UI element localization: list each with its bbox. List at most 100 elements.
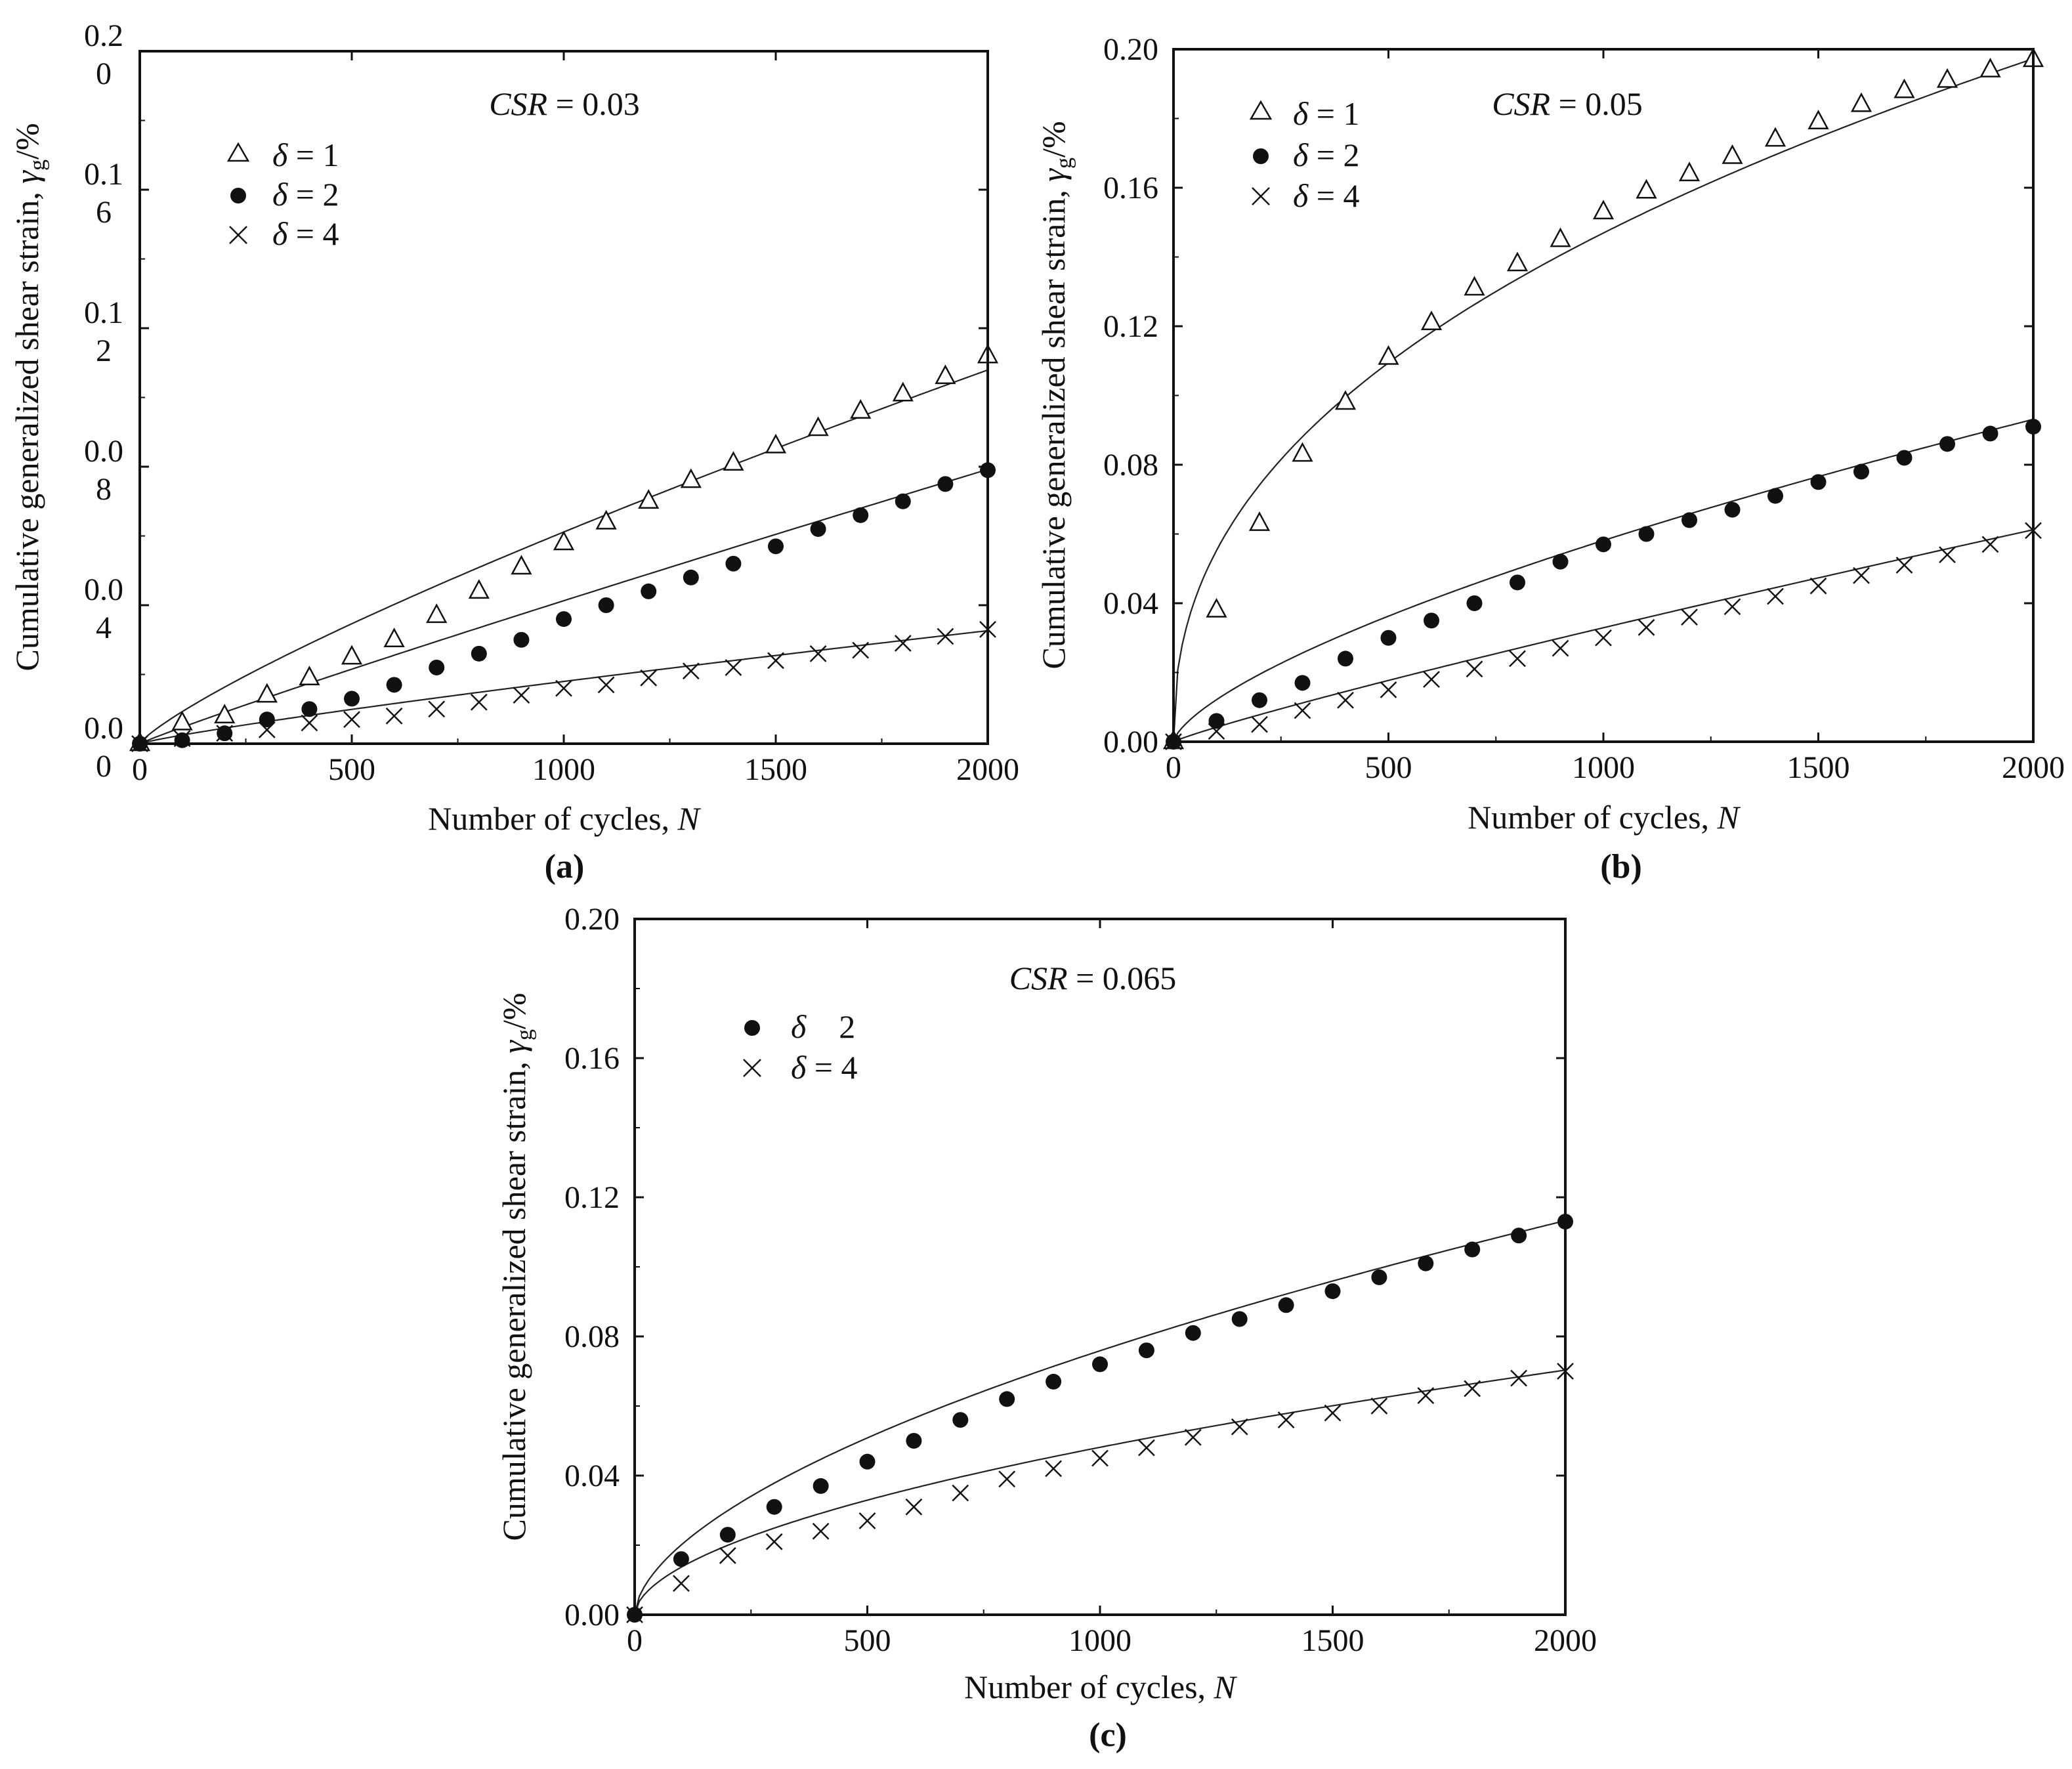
panel-b-series-1-point — [1636, 179, 1657, 199]
panel-b-series-2-point — [1424, 612, 1439, 629]
panel-b-series-1-point — [1936, 68, 1958, 88]
panel-b-series-2-point — [1208, 713, 1225, 729]
panel-b-series-2-point — [1466, 595, 1483, 611]
panel-a-series-2-point — [429, 659, 445, 675]
panel-b-series-3-point — [1809, 577, 1827, 595]
panel-c-fit-line-1 — [633, 1220, 1566, 1615]
panel-c-series-2-point — [858, 1512, 876, 1529]
panel-b-fit-line-1 — [1172, 58, 2034, 742]
panel-b-series-1-point — [1592, 200, 1615, 220]
panel-b-series-2-point — [1939, 436, 1955, 452]
panel-a-series-3-point — [301, 714, 318, 732]
panel-c-legend-marker-cross — [743, 1059, 761, 1077]
panel-c-series-1-point — [1371, 1269, 1387, 1285]
panel-b-series-3-point — [1208, 723, 1225, 740]
panel-a-series-2-point — [937, 476, 954, 492]
panel-b-y-tick-label: 0.12 — [1103, 309, 1158, 344]
panel-c-series-2-point — [905, 1498, 923, 1516]
panel-c-legend-label-1: δ 2 — [791, 1008, 855, 1045]
panel-c-series-2-point — [998, 1470, 1016, 1488]
panel-a-markers — [129, 343, 999, 752]
panel-b-series-2-point — [1724, 501, 1741, 518]
panel-a-y-tick-label-cont: 4 — [96, 610, 112, 645]
panel-c-y-tick-label: 0.00 — [564, 1598, 620, 1632]
panel-c-series-1-point — [1231, 1311, 1248, 1327]
panel-a-series-1-point — [723, 451, 744, 471]
panel-a-series-3-point — [640, 669, 658, 687]
panel-a-series-1-point — [850, 398, 872, 419]
panel-a-series-2-point — [768, 538, 784, 555]
panel-b-series-1-point — [1292, 442, 1313, 462]
panel-a-series-3-point — [385, 707, 403, 725]
panel-b-series-1-point — [1420, 310, 1443, 330]
panel-b-x-tick-label: 1000 — [1572, 750, 1635, 785]
panel-c-y-tick-label: 0.16 — [564, 1041, 620, 1076]
panel-b-csr-annotation: CSR = 0.05 — [1492, 85, 1643, 122]
panel-c-frame — [633, 918, 1567, 1616]
panel-a-x-tick-label: 1500 — [744, 752, 807, 787]
panel-c-markers — [626, 1214, 1574, 1623]
panel-a-y-tick-label-cont: 0 — [96, 56, 112, 91]
panel-a-y-tick-label: 0.0 — [84, 572, 123, 607]
panel-b-series-2-point — [1853, 463, 1869, 480]
panel-b-series-1-point — [1678, 161, 1701, 182]
panel-c-series-1-point — [1138, 1342, 1154, 1359]
panel-c-series-2-point — [765, 1533, 783, 1550]
panel-a-legend-label-3: δ = 4 — [272, 215, 339, 252]
panel-c-x-tick-label: 0 — [627, 1623, 643, 1658]
panel-a-series-1-point — [935, 364, 956, 385]
panel-a-series-1-point — [638, 489, 660, 509]
panel-c-series-2-point — [1138, 1439, 1155, 1457]
panel-a-series-1-point — [256, 683, 278, 703]
panel-c-series-2-point — [1184, 1428, 1202, 1446]
panel-a-series-2-point — [556, 611, 572, 628]
panel-a-label: (a) — [545, 848, 585, 885]
panel-b-y-tick-label: 0.16 — [1103, 171, 1158, 205]
panel-c-legend-marker-circle — [744, 1020, 760, 1036]
panel-b-series-3-point — [1251, 715, 1268, 733]
panel-a-series-1-point — [468, 579, 490, 599]
panel-c-series-2-point — [1324, 1404, 1342, 1422]
panel-c-y-tick-label: 0.04 — [564, 1459, 620, 1493]
panel-c-x-tick-label: 1000 — [1068, 1623, 1131, 1658]
panel-a-series-1-point — [765, 433, 787, 454]
panel-b-series-3-point — [1466, 660, 1483, 678]
panel-a-x-tick-label: 1000 — [532, 752, 595, 787]
panel-b-series-3-point — [1981, 536, 1999, 553]
panel-b-x-tick-label: 2000 — [2002, 750, 2065, 785]
panel-c-csr-annotation: CSR = 0.065 — [1009, 960, 1177, 996]
panel-b-series-3-point — [1552, 639, 1569, 657]
panel-a-series-1-point — [214, 704, 236, 724]
panel-a-y-tick-label-cont: 6 — [96, 195, 112, 230]
panel-a-series-3-point — [852, 641, 870, 659]
panel-b: 0 500 1000 1500 2000 0.00 0.04 0.08 0.12 0.16 0.20… — [1035, 32, 2065, 885]
panel-c-x-axis-label: Number of cycles, N — [964, 1669, 1237, 1705]
panel-c-series-2-point — [719, 1547, 736, 1564]
panel-a-fit-line-2 — [139, 469, 988, 745]
panel-b-series-3-point — [1853, 566, 1870, 584]
panel-a-series-2-point — [259, 712, 275, 728]
panel-a-series-2-point — [301, 701, 318, 717]
panel-c-series-2-point — [1091, 1449, 1109, 1467]
panel-b-series-2-point — [1596, 536, 1611, 553]
panel-a-series-3-point — [725, 659, 742, 676]
panel-a-series-1-point — [553, 530, 575, 551]
panel-c-series-1-point — [719, 1527, 736, 1543]
panel-a-series-1-point — [383, 628, 405, 647]
panel-b-series-2-point — [1982, 425, 1998, 442]
panel-b-series-1-point — [1248, 511, 1271, 531]
panel-a-legend-label-1: δ = 1 — [272, 137, 339, 173]
panel-c-series-1-point — [906, 1433, 922, 1449]
panel-b-series-3-point — [1337, 691, 1354, 709]
panel-b-series-1-point — [1464, 276, 1485, 296]
panel-c-y-tick-label: 0.20 — [564, 902, 620, 937]
panel-b-fit-line-2 — [1173, 418, 2034, 742]
panel-a-series-3-point — [513, 687, 530, 704]
panel-b-x-axis-label: Number of cycles, N — [1468, 799, 1741, 836]
panel-a-series-3-point — [597, 676, 615, 694]
panel-a-series-1-point — [171, 710, 193, 731]
panel-a-series-1-point — [892, 381, 914, 402]
panel-a-series-3-point — [470, 693, 488, 711]
panel-c: 0 500 1000 1500 2000 0.00 0.04 0.08 0.12 0.16 0.20… — [496, 902, 1597, 1754]
